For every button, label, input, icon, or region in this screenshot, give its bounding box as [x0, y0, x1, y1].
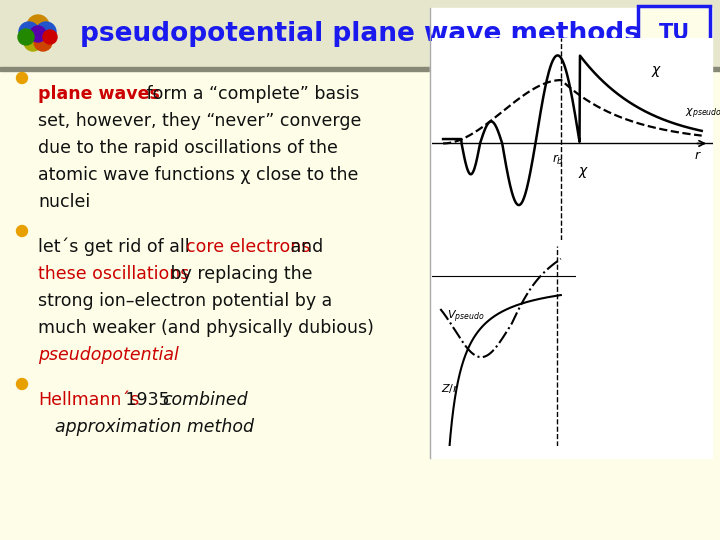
Text: W I E N: W I E N	[653, 49, 695, 59]
Text: due to the rapid oscillations of the: due to the rapid oscillations of the	[38, 139, 338, 157]
Text: $r$: $r$	[694, 149, 702, 163]
Text: nuclei: nuclei	[38, 193, 90, 211]
Text: form a “complete” basis: form a “complete” basis	[141, 85, 359, 103]
Text: $V_{pseudo}$: $V_{pseudo}$	[447, 308, 485, 325]
Text: pseudopotential plane wave methods: pseudopotential plane wave methods	[80, 21, 640, 47]
Text: let´s get rid of all: let´s get rid of all	[38, 238, 195, 256]
Text: $\chi_{pseudo}$: $\chi_{pseudo}$	[685, 106, 720, 120]
Circle shape	[24, 33, 42, 51]
Bar	[0, 0, 720, 68]
Text: $r_b$: $r_b$	[552, 153, 564, 167]
Bar	[0, 67, 720, 71]
Text: much weaker (and physically dubious): much weaker (and physically dubious)	[38, 319, 374, 337]
Text: atomic wave functions χ close to the: atomic wave functions χ close to the	[38, 166, 359, 184]
Circle shape	[34, 33, 52, 51]
Bar	[638, 6, 710, 66]
Circle shape	[27, 15, 49, 37]
Text: set, however, they “never” converge: set, however, they “never” converge	[38, 112, 361, 130]
Text: Hellmann´s: Hellmann´s	[38, 391, 139, 409]
Text: strong ion–electron potential by a: strong ion–electron potential by a	[38, 292, 332, 310]
Circle shape	[17, 72, 27, 84]
Bar	[430, 8, 712, 458]
Text: 1935: 1935	[120, 391, 175, 409]
Text: approximation method: approximation method	[55, 418, 254, 436]
Text: these oscillations: these oscillations	[38, 265, 189, 283]
Text: pseudopotential: pseudopotential	[38, 346, 179, 364]
Circle shape	[36, 22, 56, 42]
Circle shape	[17, 379, 27, 389]
Circle shape	[30, 26, 46, 42]
Text: TU: TU	[658, 23, 690, 43]
Circle shape	[17, 226, 27, 237]
Text: by replacing the: by replacing the	[165, 265, 312, 283]
Text: $Z/r$: $Z/r$	[441, 382, 460, 395]
Text: core electrons: core electrons	[186, 238, 310, 256]
Circle shape	[43, 30, 57, 44]
Circle shape	[18, 29, 34, 45]
Text: $\chi$: $\chi$	[578, 165, 589, 180]
Text: combined: combined	[162, 391, 248, 409]
Text: $\chi$: $\chi$	[651, 64, 662, 79]
Text: plane waves: plane waves	[38, 85, 160, 103]
Text: and: and	[285, 238, 323, 256]
Circle shape	[19, 22, 39, 42]
